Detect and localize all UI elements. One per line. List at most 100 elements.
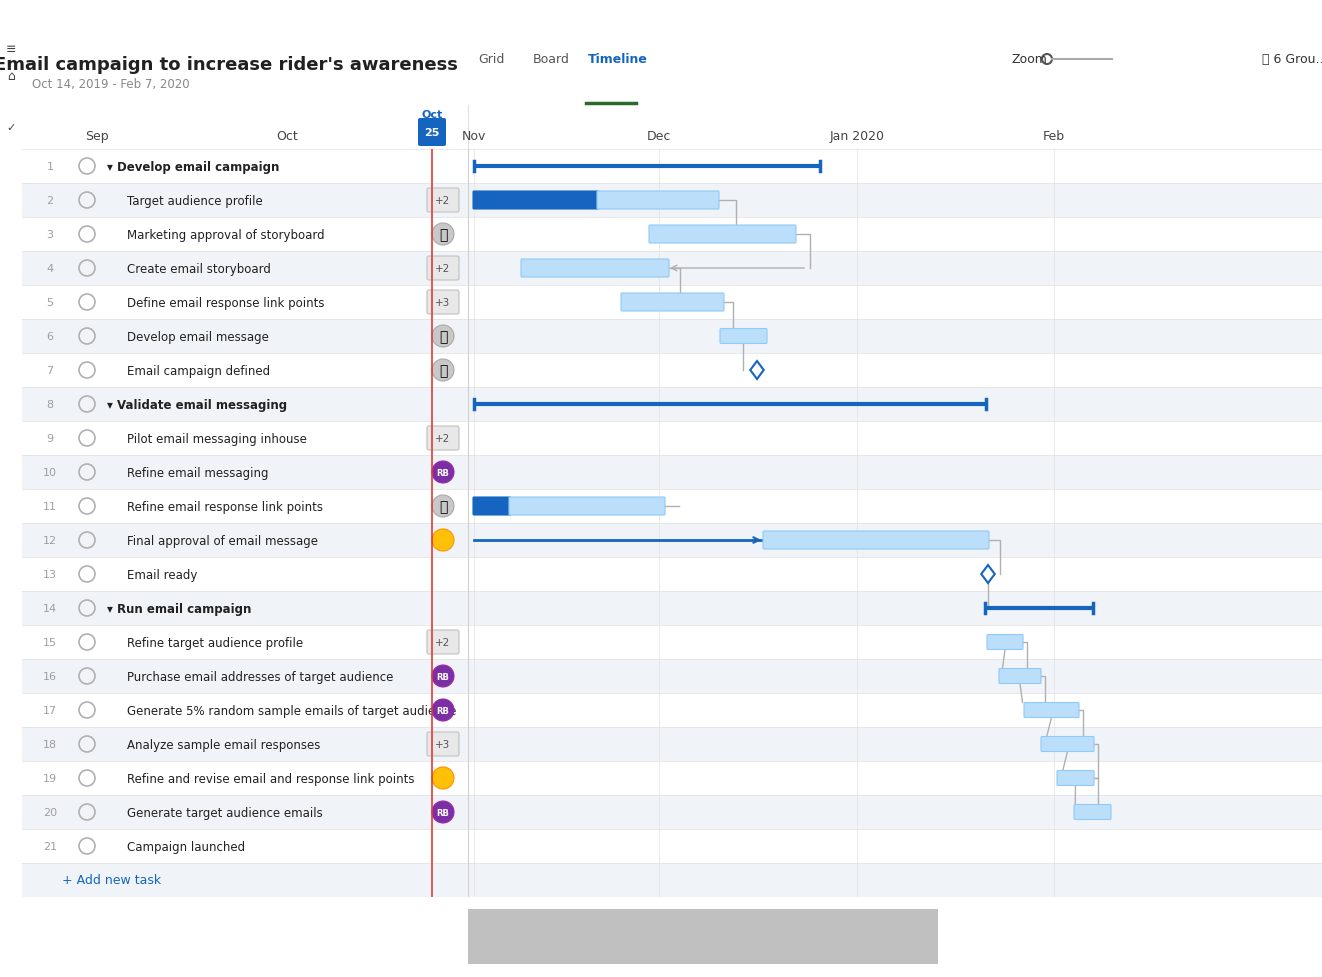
Text: +2: +2 — [435, 637, 451, 648]
FancyBboxPatch shape — [427, 630, 459, 655]
Text: ▾ Develop email campaign: ▾ Develop email campaign — [107, 160, 279, 173]
Text: Sep: Sep — [85, 130, 108, 144]
Bar — [22, 727, 1322, 761]
Bar — [22, 694, 1322, 727]
Circle shape — [432, 767, 453, 789]
Text: ⌂: ⌂ — [7, 69, 15, 82]
Text: Marketing approval of storyboard: Marketing approval of storyboard — [127, 229, 325, 241]
Text: 13: 13 — [44, 570, 57, 579]
Text: 6: 6 — [46, 331, 53, 342]
Bar — [22, 829, 1322, 863]
FancyBboxPatch shape — [1040, 737, 1095, 751]
Text: Define email response link points: Define email response link points — [127, 296, 324, 309]
FancyBboxPatch shape — [720, 329, 767, 344]
FancyBboxPatch shape — [999, 669, 1040, 684]
Text: Email campaign defined: Email campaign defined — [127, 364, 270, 377]
Text: 20: 20 — [42, 807, 57, 817]
Text: RB: RB — [436, 672, 449, 681]
Text: Email ready: Email ready — [127, 568, 197, 581]
FancyBboxPatch shape — [473, 497, 512, 516]
Text: 7: 7 — [46, 365, 54, 375]
Bar — [468, 909, 937, 964]
Bar — [22, 558, 1322, 591]
Text: Board: Board — [533, 53, 570, 65]
Text: 21: 21 — [42, 841, 57, 851]
Text: ⚙: ⚙ — [1301, 12, 1313, 26]
Circle shape — [432, 530, 453, 551]
FancyBboxPatch shape — [1058, 771, 1095, 786]
Text: 14: 14 — [42, 604, 57, 614]
Text: 👤: 👤 — [439, 363, 447, 378]
Text: +2: +2 — [435, 195, 451, 206]
Text: Develop email message: Develop email message — [127, 330, 268, 343]
FancyBboxPatch shape — [473, 191, 599, 210]
Text: Oct: Oct — [422, 109, 443, 120]
Bar — [22, 863, 1322, 897]
FancyBboxPatch shape — [427, 189, 459, 213]
Text: Generate 5% random sample emails of target audience: Generate 5% random sample emails of targ… — [127, 703, 456, 717]
Text: ✓: ✓ — [7, 123, 16, 133]
Bar — [22, 591, 1322, 625]
Text: Timeline: Timeline — [588, 53, 648, 65]
Bar — [22, 761, 1322, 795]
Circle shape — [432, 360, 453, 382]
Text: Analyze sample email responses: Analyze sample email responses — [127, 738, 320, 750]
Circle shape — [432, 700, 453, 721]
Bar — [22, 455, 1322, 489]
Text: 👥 6 Grou...: 👥 6 Grou... — [1263, 53, 1322, 65]
FancyBboxPatch shape — [598, 191, 719, 210]
Text: 💬 Feedb...: 💬 Feedb... — [1252, 957, 1302, 967]
Text: ≡: ≡ — [5, 43, 16, 57]
Text: 25: 25 — [424, 128, 440, 138]
Text: 4: 4 — [46, 264, 54, 274]
Text: 👤: 👤 — [439, 329, 447, 344]
Polygon shape — [751, 361, 764, 380]
Text: 12: 12 — [42, 535, 57, 545]
FancyBboxPatch shape — [521, 260, 669, 277]
Text: 15: 15 — [44, 637, 57, 648]
FancyBboxPatch shape — [1025, 702, 1079, 718]
FancyBboxPatch shape — [988, 635, 1023, 650]
Text: +2: +2 — [435, 434, 451, 444]
Text: 2: 2 — [46, 195, 54, 206]
Text: ⋮⋮⋮: ⋮⋮⋮ — [12, 13, 49, 25]
FancyBboxPatch shape — [649, 226, 796, 243]
Text: 18: 18 — [42, 740, 57, 749]
Bar — [22, 388, 1322, 421]
Text: Nov: Nov — [461, 130, 486, 144]
FancyBboxPatch shape — [1073, 805, 1110, 820]
Text: Refine email messaging: Refine email messaging — [127, 466, 268, 479]
Text: RB: RB — [436, 705, 449, 715]
FancyBboxPatch shape — [621, 294, 724, 312]
Bar — [22, 354, 1322, 388]
Text: ▾ Validate email messaging: ▾ Validate email messaging — [107, 398, 287, 411]
Text: 3: 3 — [46, 230, 53, 239]
Bar — [22, 421, 1322, 455]
FancyBboxPatch shape — [509, 497, 665, 516]
Text: Target audience profile: Target audience profile — [127, 194, 263, 207]
Text: 10: 10 — [44, 468, 57, 478]
Text: Feb: Feb — [1043, 130, 1066, 144]
Text: Dec: Dec — [646, 130, 672, 144]
Text: Zoom: Zoom — [1013, 53, 1048, 65]
Text: Final approval of email message: Final approval of email message — [127, 534, 319, 547]
Bar — [22, 524, 1322, 558]
Bar — [22, 489, 1322, 524]
FancyBboxPatch shape — [427, 291, 459, 315]
Bar — [22, 285, 1322, 319]
Text: 👤: 👤 — [439, 499, 447, 514]
Text: Jan 2020: Jan 2020 — [829, 130, 884, 144]
Circle shape — [432, 224, 453, 246]
Bar — [22, 252, 1322, 285]
Bar — [22, 659, 1322, 694]
Text: Refine target audience profile: Refine target audience profile — [127, 636, 303, 649]
Circle shape — [432, 325, 453, 348]
Text: Create email storyboard: Create email storyboard — [127, 262, 271, 276]
Text: 🔔: 🔔 — [1278, 12, 1286, 26]
Circle shape — [432, 665, 453, 687]
Circle shape — [1042, 55, 1052, 64]
Text: +2: +2 — [435, 264, 451, 274]
Text: 17: 17 — [42, 705, 57, 715]
Text: Refine and revise email and response link points: Refine and revise email and response lin… — [127, 772, 415, 785]
Text: + Add new task: + Add new task — [62, 873, 161, 886]
